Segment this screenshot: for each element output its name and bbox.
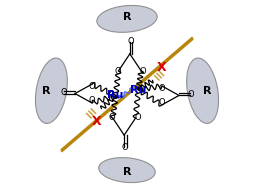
- Text: O: O: [60, 88, 67, 97]
- Text: X: X: [157, 61, 167, 74]
- Text: R: R: [203, 86, 212, 96]
- Text: Ru: Ru: [130, 85, 147, 95]
- Text: R: R: [123, 167, 131, 177]
- Ellipse shape: [99, 158, 155, 183]
- Ellipse shape: [36, 58, 67, 123]
- Text: O: O: [140, 67, 146, 76]
- Text: O: O: [128, 37, 134, 46]
- Text: O: O: [187, 90, 194, 99]
- Text: X: X: [92, 115, 102, 128]
- Text: R: R: [123, 12, 131, 22]
- Text: O: O: [89, 82, 95, 91]
- Ellipse shape: [97, 5, 157, 32]
- Text: O: O: [159, 84, 165, 93]
- Text: O: O: [114, 67, 121, 76]
- Text: O: O: [122, 143, 129, 152]
- Text: O: O: [134, 113, 141, 122]
- Text: Ru: Ru: [107, 91, 124, 100]
- Text: O: O: [108, 113, 115, 122]
- Text: O: O: [159, 98, 165, 107]
- Text: O: O: [89, 96, 95, 105]
- Ellipse shape: [187, 58, 218, 123]
- Text: R: R: [42, 86, 51, 96]
